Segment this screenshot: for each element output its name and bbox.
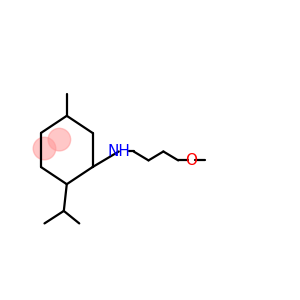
- Text: NH: NH: [107, 144, 130, 159]
- Circle shape: [48, 128, 70, 151]
- Circle shape: [33, 137, 56, 160]
- Text: O: O: [186, 153, 198, 168]
